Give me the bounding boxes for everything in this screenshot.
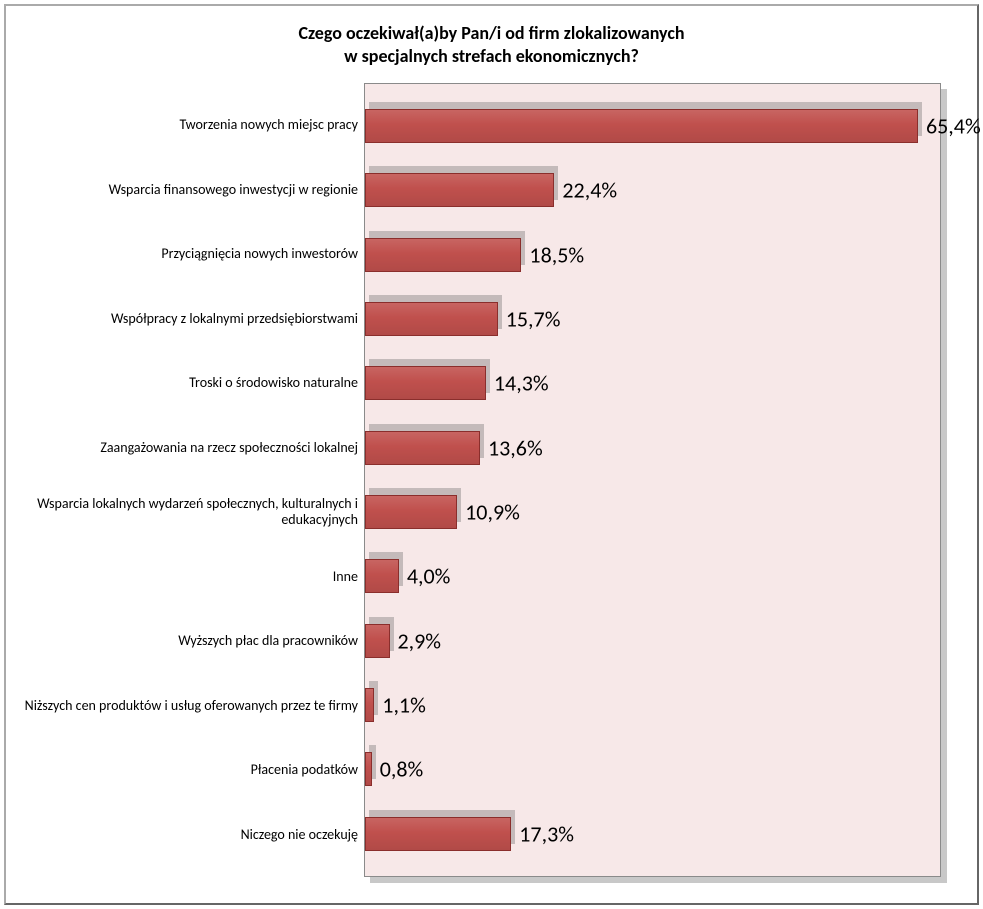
bar-row: 15,7%: [365, 291, 940, 347]
chart-title-line2: w specjalnych strefach ekonomicznych?: [344, 45, 639, 67]
bar: [365, 495, 457, 529]
category-labels-column: Tworzenia nowych miejsc pracy Wsparcia fi…: [12, 83, 364, 877]
bar: [365, 688, 374, 722]
bar: [365, 752, 372, 786]
bar: [365, 624, 390, 658]
category-label: Zaangażowania na rzecz społeczności loka…: [20, 420, 358, 476]
bar-row: 18,5%: [365, 227, 940, 283]
bar: [365, 238, 521, 272]
bar-value-label: 15,7%: [506, 305, 561, 332]
bar-value-label: 4,0%: [407, 563, 451, 590]
chart-outer-frame: Czego oczekiwał(a)by Pan/i od firm zloka…: [0, 0, 983, 909]
bar-row: 4,0%: [365, 548, 940, 604]
category-label: Troski o środowisko naturalne: [20, 355, 358, 411]
bar: [365, 109, 918, 143]
chart-title: Czego oczekiwał(a)by Pan/i od firm zloka…: [12, 12, 971, 73]
bar-value-label: 65,4%: [926, 112, 981, 139]
category-label: Wyższych płac dla pracowników: [20, 613, 358, 669]
bar-row: 13,6%: [365, 420, 940, 476]
category-label: Tworzenia nowych miejsc pracy: [20, 97, 358, 153]
category-label: Współpracy z lokalnymi przedsiębiorstwam…: [20, 291, 358, 347]
chart-frame-border: Czego oczekiwał(a)by Pan/i od firm zloka…: [4, 4, 979, 905]
bar: [365, 366, 486, 400]
bar: [365, 559, 399, 593]
bar-row: 1,1%: [365, 677, 940, 733]
category-label: Wsparcia finansowego inwestycji w region…: [20, 162, 358, 218]
bar-row: 0,8%: [365, 741, 940, 797]
chart-title-line1: Czego oczekiwał(a)by Pan/i od firm zloka…: [298, 22, 684, 44]
category-label: Inne: [20, 549, 358, 605]
chart-card: Czego oczekiwał(a)by Pan/i od firm zloka…: [12, 12, 971, 897]
bar-value-label: 18,5%: [529, 241, 584, 268]
category-label: Przyciągnięcia nowych inwestorów: [20, 226, 358, 282]
bar-row: 14,3%: [365, 355, 940, 411]
bar-value-label: 22,4%: [562, 177, 617, 204]
category-label: Płacenia podatków: [20, 742, 358, 798]
plot-area: 65,4% 22,4% 18,5% 15,7% 14,3% 13,6% 10,9% 4,0% 2…: [364, 83, 941, 877]
bar-value-label: 17,3%: [519, 820, 574, 847]
category-label: Wsparcia lokalnych wydarzeń społecznych,…: [20, 484, 358, 540]
bar-row: 22,4%: [365, 162, 940, 218]
bar: [365, 173, 554, 207]
bars-container: 65,4% 22,4% 18,5% 15,7% 14,3% 13,6% 10,9% 4,0% 2…: [365, 84, 940, 876]
chart-body: Tworzenia nowych miejsc pracy Wsparcia fi…: [12, 73, 971, 897]
bar-value-label: 0,8%: [380, 756, 424, 783]
bar: [365, 817, 511, 851]
bar-value-label: 1,1%: [382, 692, 426, 719]
bar: [365, 302, 498, 336]
plot-wrap: 65,4% 22,4% 18,5% 15,7% 14,3% 13,6% 10,9% 4,0% 2…: [364, 83, 941, 877]
bar-row: 10,9%: [365, 484, 940, 540]
bar: [365, 431, 480, 465]
category-label: Niższych cen produktów i usług oferowany…: [20, 678, 358, 734]
bar-value-label: 13,6%: [488, 434, 543, 461]
bar-row: 65,4%: [365, 98, 940, 154]
bar-value-label: 2,9%: [398, 627, 442, 654]
bar-value-label: 10,9%: [465, 499, 520, 526]
bar-row: 2,9%: [365, 613, 940, 669]
bar-value-label: 14,3%: [494, 370, 549, 397]
bar-row: 17,3%: [365, 806, 940, 862]
category-label: Niczego nie oczekuję: [20, 807, 358, 863]
